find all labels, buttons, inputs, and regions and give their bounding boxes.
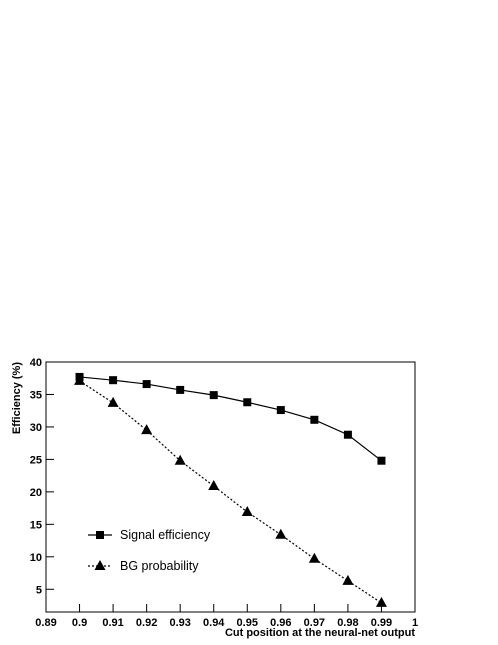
y-tick-label: 25 bbox=[30, 454, 42, 466]
marker bbox=[176, 385, 185, 394]
y-tick-label: 30 bbox=[30, 422, 42, 434]
x-tick-label: 0.93 bbox=[169, 617, 190, 629]
series-line bbox=[79, 380, 382, 604]
x-tick-label: 0.91 bbox=[102, 617, 123, 629]
marker bbox=[241, 506, 253, 516]
marker bbox=[342, 574, 354, 585]
y-tick-label: 20 bbox=[30, 487, 42, 499]
x-tick-label: 0.96 bbox=[270, 617, 291, 629]
legend-marker bbox=[96, 531, 104, 539]
x-tick-label: 0.97 bbox=[304, 617, 325, 629]
x-tick-label: 0.92 bbox=[136, 617, 157, 629]
marker bbox=[142, 380, 151, 389]
y-tick-label: 40 bbox=[30, 357, 42, 369]
x-tick-label: 1 bbox=[412, 617, 418, 629]
marker bbox=[243, 398, 252, 407]
x-tick-label: 0.99 bbox=[371, 617, 392, 629]
x-tick-label: 0.9 bbox=[72, 617, 87, 629]
marker bbox=[377, 456, 386, 465]
marker bbox=[107, 396, 119, 407]
y-tick-label: 5 bbox=[36, 584, 42, 596]
x-tick-label: 0.89 bbox=[35, 617, 56, 629]
marker bbox=[375, 596, 387, 607]
x-tick-label: 0.98 bbox=[337, 617, 358, 629]
x-axis-title: Cut position at the neural-net output bbox=[225, 627, 415, 639]
legend-label: BG probability bbox=[120, 559, 199, 573]
marker bbox=[310, 415, 319, 424]
marker bbox=[308, 552, 320, 563]
marker bbox=[276, 406, 285, 415]
x-tick-label: 0.95 bbox=[237, 617, 258, 629]
legend-label: Signal efficiency bbox=[120, 528, 211, 542]
y-axis-title: Efficiency (%) bbox=[11, 362, 23, 434]
y-tick-label: 10 bbox=[30, 552, 42, 564]
marker bbox=[174, 454, 186, 465]
y-tick-label: 35 bbox=[30, 389, 42, 401]
marker bbox=[275, 528, 287, 539]
marker bbox=[74, 374, 86, 385]
legend-marker bbox=[94, 560, 106, 570]
x-tick-label: 0.94 bbox=[203, 617, 225, 629]
marker bbox=[109, 376, 118, 385]
y-tick-label: 15 bbox=[30, 519, 42, 531]
marker bbox=[343, 430, 352, 439]
plot-frame bbox=[45, 361, 416, 613]
series-line bbox=[79, 376, 382, 462]
marker bbox=[141, 424, 153, 435]
marker bbox=[209, 391, 218, 400]
marker bbox=[208, 480, 220, 491]
